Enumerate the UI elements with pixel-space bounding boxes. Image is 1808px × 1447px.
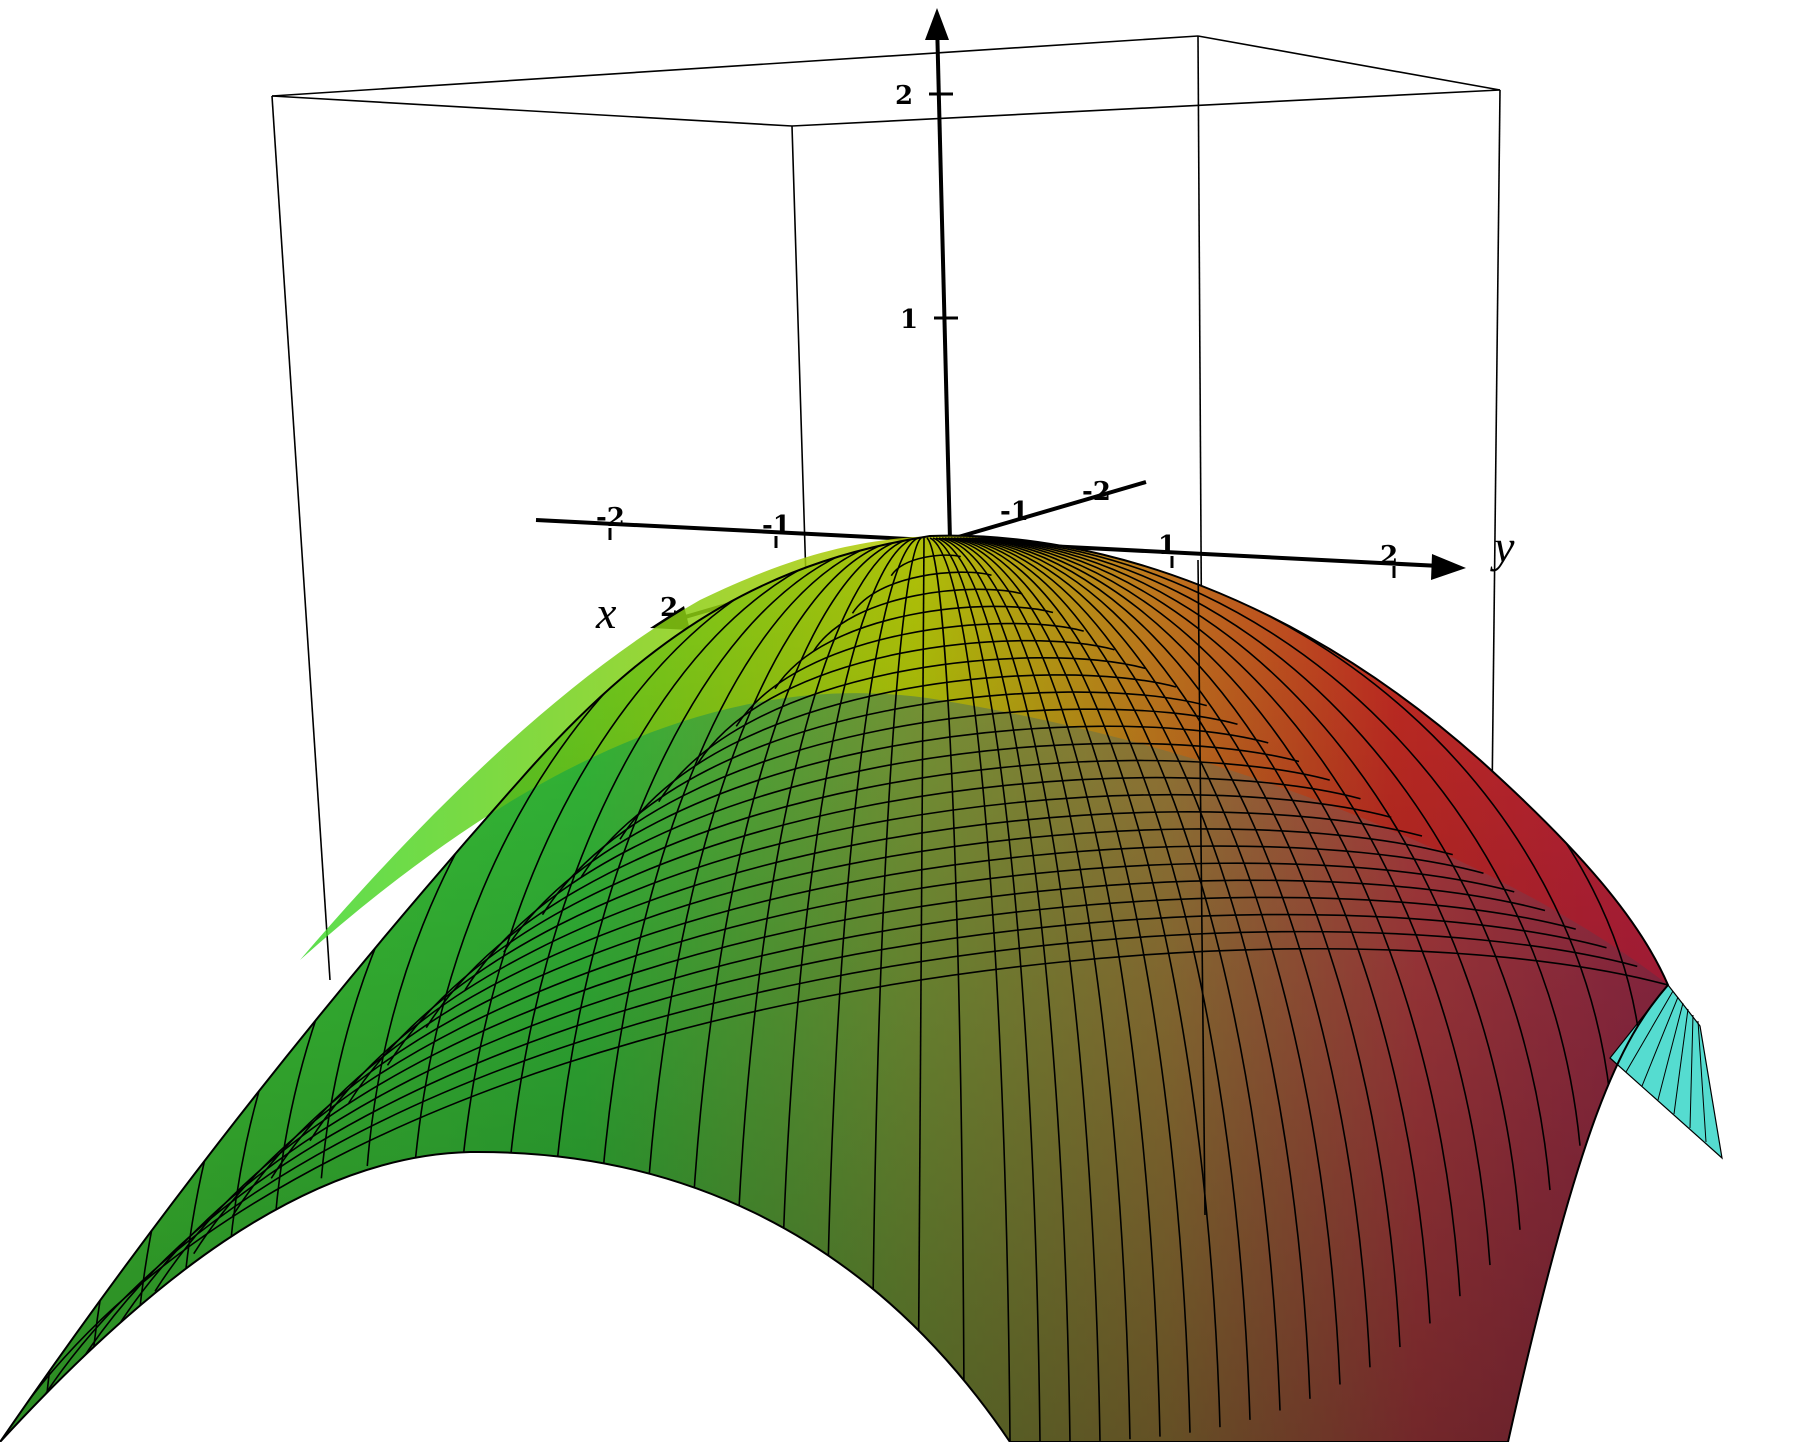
- mesh-line-radial: [733, 537, 913, 1327]
- mesh-line-radial: [641, 537, 907, 1287]
- mesh-line-arch: [193, 862, 1515, 1255]
- mesh-line-arch: [735, 622, 1084, 727]
- x-ticks: -2 -1 2: [660, 477, 1111, 623]
- flap-mesh-line: [1657, 1002, 1684, 1101]
- box-edge-front-mid: [791, 125, 807, 581]
- mesh-line-radial: [947, 537, 1191, 1433]
- mesh-line-arch: [851, 571, 992, 614]
- z-tick-label: 1: [900, 305, 918, 335]
- mesh-line-radial: [687, 537, 910, 1307]
- box-edge-left: [271, 95, 331, 981]
- y-tick-label: 1: [1158, 531, 1176, 561]
- mesh-line-radial: [971, 537, 1431, 1324]
- mesh-line-radial: [938, 537, 1101, 1441]
- x-axis-name: x: [595, 587, 617, 638]
- mesh-line-radial: [950, 537, 1221, 1428]
- surface-shade: [0, 535, 1668, 1442]
- x-tick-label: -2: [1082, 477, 1111, 507]
- mesh-line-radial: [959, 537, 1311, 1399]
- mesh-line-arch: [154, 879, 1546, 1292]
- mesh-line-radial: [871, 537, 922, 1387]
- z-ticks: 12: [895, 81, 958, 335]
- mesh-line-radial: [974, 537, 1461, 1297]
- box-edge-top-front-right: [791, 89, 1501, 127]
- mesh-line-radial: [596, 537, 904, 1267]
- flap-mesh-line: [1625, 990, 1674, 1073]
- box-edge-front-right-visible: [1197, 559, 1206, 1216]
- mesh-line-arch: [658, 657, 1146, 803]
- flap-mesh-line: [1673, 1008, 1689, 1115]
- mesh-line-radial: [953, 537, 1251, 1420]
- mesh-line-arch: [386, 776, 1361, 1066]
- x-tick-label: -1: [1000, 497, 1029, 527]
- surface-underside-flap: [1609, 984, 1723, 1160]
- mesh-line-radial: [968, 537, 1401, 1348]
- mesh-line-radial: [980, 537, 1521, 1230]
- y-axis-arrow: [1431, 554, 1466, 580]
- mesh-line-arch: [309, 811, 1423, 1142]
- mesh-line-radial: [932, 537, 1041, 1442]
- mesh-line-radial: [986, 537, 1581, 1146]
- mesh-line-radial: [944, 537, 1161, 1437]
- mesh-line-radial: [983, 537, 1551, 1191]
- mesh-line-arch: [231, 845, 1484, 1217]
- x-tick-label: 2: [660, 593, 678, 623]
- z-axis-line: [935, 21, 952, 541]
- surface-outline: [0, 534, 1670, 1443]
- mesh-line-arch: [464, 742, 1300, 991]
- mesh-line-radial: [550, 537, 901, 1247]
- y-tick-label: 2: [1380, 541, 1398, 571]
- mesh-line-arch: [503, 725, 1269, 953]
- mesh-line-radial: [941, 537, 1131, 1440]
- mesh-line-arch: [890, 554, 961, 577]
- mesh-line-arch: [348, 793, 1392, 1104]
- mesh-line-radial: [935, 537, 1071, 1442]
- box-edge-top-front: [271, 95, 793, 127]
- box-edge-top-right: [1197, 35, 1501, 91]
- mesh-line-arch: [813, 588, 1023, 652]
- mesh-line-arch: [619, 674, 1177, 840]
- y-ticks: -2 -1 1 2: [596, 503, 1398, 578]
- mesh-line-radial: [926, 537, 965, 1427]
- mesh-line-arch: [38, 930, 1638, 1405]
- mesh-line-arch: [696, 639, 1115, 765]
- flap-mesh-line: [1697, 1020, 1707, 1143]
- mesh-line-arch: [0, 947, 1668, 1442]
- mesh-line-radial: [965, 537, 1371, 1368]
- mesh-line-radial: [929, 537, 1011, 1442]
- mesh-line-arch: [270, 828, 1453, 1179]
- surface: [0, 534, 1723, 1443]
- y-axis-name: y: [1490, 521, 1515, 572]
- mesh-line-radial: [956, 537, 1281, 1411]
- mesh-line-arch: [774, 605, 1054, 690]
- mesh-line-arch: [580, 691, 1207, 878]
- flap-mesh-line: [1641, 996, 1679, 1087]
- flap-mesh-line: [1689, 1014, 1694, 1129]
- box-edge-top-back: [271, 35, 1199, 97]
- mesh-line-radial: [977, 537, 1491, 1266]
- mesh-line-arch: [115, 896, 1576, 1330]
- box-edge-right: [1491, 89, 1501, 801]
- y-tick-label: -1: [762, 511, 791, 541]
- mesh-line-radial: [962, 537, 1341, 1385]
- mesh-line-arch: [425, 759, 1330, 1029]
- mesh-line-arch: [541, 708, 1238, 916]
- y-tick-label: -2: [596, 503, 625, 533]
- z-axis-arrow: [925, 8, 949, 40]
- z-tick-label: 2: [895, 81, 913, 111]
- mesh-line-arch: [76, 913, 1607, 1368]
- mesh-line-radial: [779, 537, 916, 1347]
